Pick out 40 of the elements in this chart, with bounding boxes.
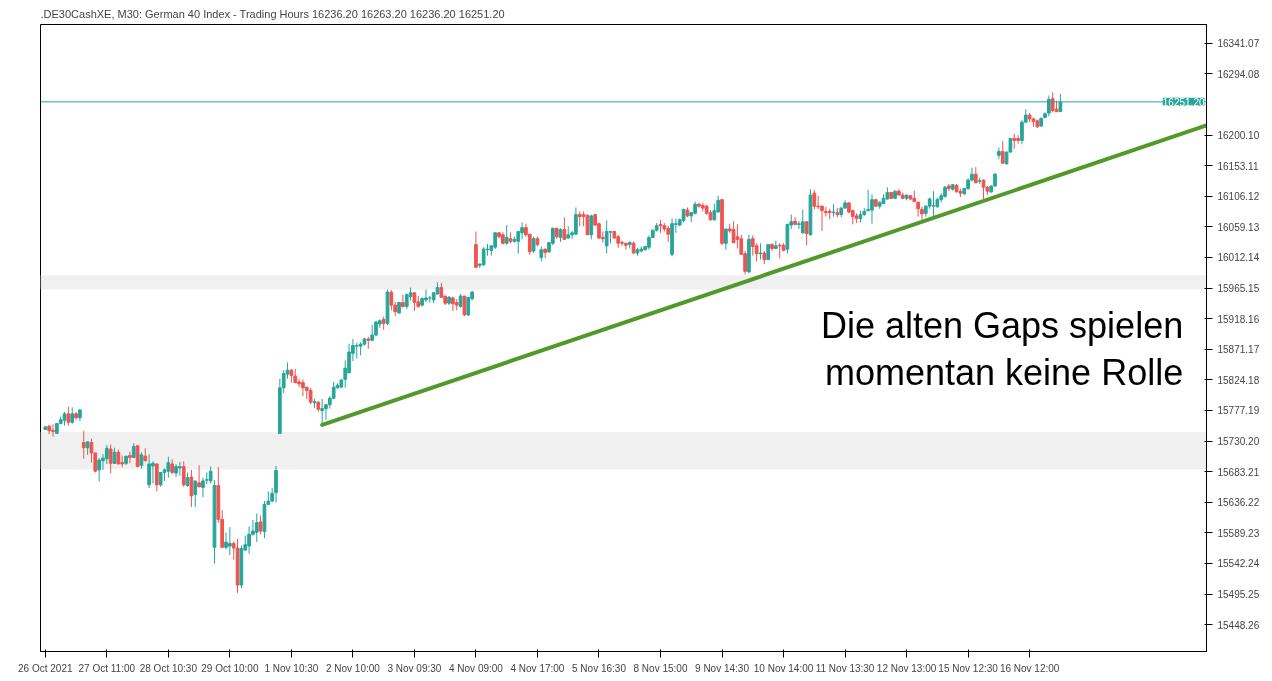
y-tick-label: 15777.19	[1217, 405, 1260, 417]
x-tick-label: 11 Nov 13:30	[815, 662, 875, 674]
y-tick-label: 16106.12	[1217, 191, 1260, 203]
x-tick-label: 10 Nov 14:00	[753, 662, 814, 674]
y-tick-label: 15918.16	[1217, 313, 1260, 325]
y-tick-label: 16012.14	[1217, 252, 1260, 264]
y-tick-label: 15636.22	[1217, 497, 1260, 509]
y-tick-label: 15448.26	[1217, 619, 1260, 631]
x-tick-label: 3 Nov 09:30	[387, 662, 442, 674]
y-tick-label: 16341.07	[1217, 38, 1260, 50]
x-tick-label: 16 Nov 12:00	[999, 662, 1060, 674]
x-tick-label: 29 Oct 10:00	[201, 662, 259, 674]
y-tick-label: 16153.11	[1217, 160, 1259, 172]
y-tick-label: 16059.13	[1217, 221, 1260, 233]
annotation: momentan keine Rolle	[824, 351, 1184, 393]
x-tick-label: 27 Oct 11:00	[78, 662, 136, 674]
x-tick-label: 4 Nov 09:00	[448, 662, 504, 674]
y-tick-label: 15542.24	[1217, 558, 1260, 570]
x-tick-label: 5 Nov 16:30	[572, 662, 627, 674]
ref-line-label: 16251.20	[1162, 96, 1205, 108]
x-tick-label: 26 Oct 2021	[18, 662, 73, 674]
x-tick-label: 2 Nov 10:00	[325, 662, 381, 674]
annotation: Die alten Gaps spielen	[820, 304, 1184, 346]
y-tick-label: 15965.15	[1217, 283, 1260, 295]
x-tick-label: 15 Nov 12:30	[938, 662, 999, 674]
y-tick-label: 16200.10	[1217, 130, 1260, 142]
y-tick-label: 15824.18	[1217, 374, 1260, 386]
x-tick-label: 28 Oct 10:30	[139, 662, 198, 674]
y-tick-label: 15871.17	[1217, 344, 1260, 356]
y-tick-label: 16294.08	[1217, 68, 1260, 80]
x-tick-label: 8 Nov 15:00	[633, 662, 688, 674]
y-tick-label: 15589.23	[1217, 527, 1260, 539]
chart-title: .DE30CashXE, M30: German 40 Index - Trading Hours 16236.20 16263.20 16236.20 16251.20	[40, 7, 505, 20]
x-tick-label: 1 Nov 10:30	[264, 662, 319, 674]
y-tick-label: 15730.20	[1217, 436, 1260, 448]
y-tick-label: 15495.25	[1217, 589, 1260, 601]
y-tick-label: 15683.21	[1217, 466, 1260, 478]
x-tick-label: 9 Nov 14:30	[695, 662, 750, 674]
x-tick-label: 12 Nov 13:00	[876, 662, 937, 674]
x-tick-label: 4 Nov 17:00	[510, 662, 565, 674]
